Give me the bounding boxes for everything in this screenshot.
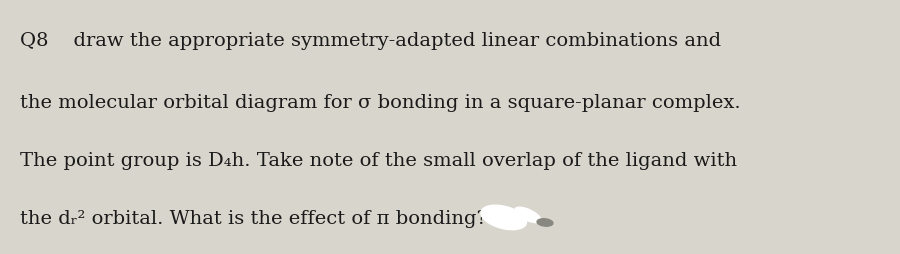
Ellipse shape bbox=[515, 207, 541, 223]
Text: the dᵣ² orbital. What is the effect of π bonding?: the dᵣ² orbital. What is the effect of π… bbox=[21, 210, 488, 228]
Ellipse shape bbox=[537, 219, 553, 226]
Text: Q8    draw the appropriate symmetry-adapted linear combinations and: Q8 draw the appropriate symmetry-adapted… bbox=[21, 31, 722, 50]
Ellipse shape bbox=[481, 205, 526, 230]
Text: the molecular orbital diagram for σ bonding in a square-planar complex.: the molecular orbital diagram for σ bond… bbox=[21, 94, 741, 112]
Text: The point group is D₄h. Take note of the small overlap of the ligand with: The point group is D₄h. Take note of the… bbox=[21, 152, 737, 170]
